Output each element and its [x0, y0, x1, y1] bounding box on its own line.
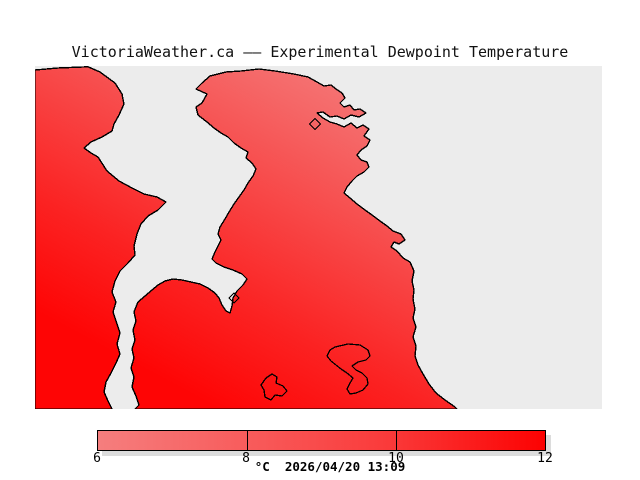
- plot-title: VictoriaWeather.ca —— Experimental Dewpo…: [71, 43, 569, 61]
- colorbar-tick-label-6: 6: [93, 451, 101, 466]
- colorbar: [97, 430, 546, 451]
- colorbar-tick-10: [396, 431, 397, 450]
- colorbar-tick-8: [247, 431, 248, 450]
- colorbar-tick-label-12: 12: [537, 451, 553, 466]
- station-marker-icon: [228, 292, 240, 304]
- lake-outline-small: [260, 373, 288, 401]
- colorbar-tick-label-10: 10: [388, 451, 404, 466]
- lake-outline-large: [326, 343, 371, 395]
- west-landmass: [34, 66, 167, 410]
- map-area: [34, 66, 602, 410]
- station-marker-icon: [308, 117, 322, 131]
- dewpoint-map: [34, 66, 602, 410]
- peninsula-landmass: [130, 68, 458, 410]
- colorbar-tick-label-8: 8: [242, 451, 250, 466]
- colorbar-caption: °C 2026/04/20 13:09: [254, 459, 406, 474]
